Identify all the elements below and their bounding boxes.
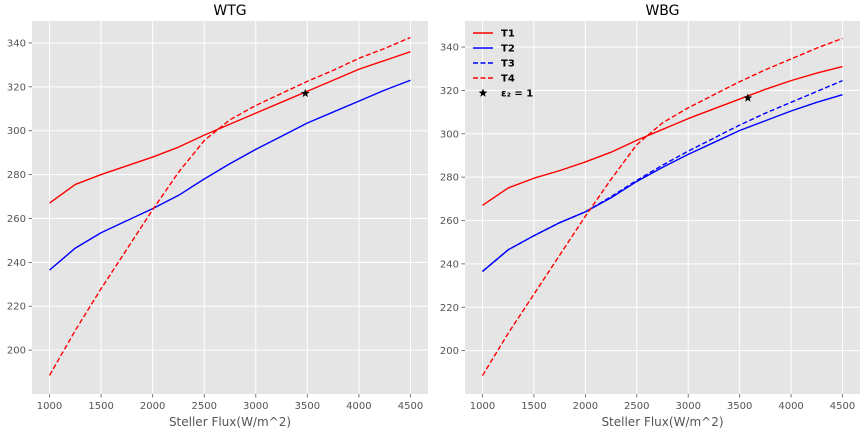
y-tick-label: 200 xyxy=(440,346,459,357)
x-axis-label: Steller Flux(W/m^2) xyxy=(601,415,723,429)
y-tick-label: 240 xyxy=(440,259,459,270)
legend-label: T2 xyxy=(501,44,515,55)
y-tick-label: 300 xyxy=(7,126,26,137)
y-tick-label: 240 xyxy=(7,258,26,269)
x-tick-label: 3000 xyxy=(243,401,268,412)
series-line-t2 xyxy=(482,94,843,273)
star-marker xyxy=(743,93,753,102)
x-tick-label: 1500 xyxy=(521,401,546,412)
y-tick-label: 280 xyxy=(440,173,459,184)
legend: T1 T2 T3 T4 ε₂ = 1 xyxy=(473,29,533,100)
legend-label: T3 xyxy=(501,59,515,70)
series-line-t4 xyxy=(48,36,411,376)
x-tick-label: 3500 xyxy=(727,401,752,412)
y-tick-label: 300 xyxy=(440,129,459,140)
x-tick-label: 4000 xyxy=(778,401,803,412)
y-tick-label: 260 xyxy=(7,214,26,225)
series-line-t2 xyxy=(49,79,411,271)
y-tick-label: 280 xyxy=(7,170,26,181)
x-tick-label: 2500 xyxy=(191,401,216,412)
y-tick-label: 200 xyxy=(7,346,26,357)
y-tick-label: 320 xyxy=(7,82,26,93)
legend-label: T4 xyxy=(501,74,515,85)
chart-title: WTG xyxy=(213,3,246,19)
x-tick-label: 2000 xyxy=(140,401,165,412)
y-tick-label: 260 xyxy=(440,216,459,227)
x-tick-label: 2500 xyxy=(624,401,649,412)
panel-wtg: 1000 1500 2000 2500 3000 3500 4000 4500 200 220 24… xyxy=(7,3,428,429)
y-tick-label: 340 xyxy=(440,43,459,54)
x-tick-label: 3500 xyxy=(295,401,320,412)
series-line-t4 xyxy=(481,37,843,376)
legend-label: ε₂ = 1 xyxy=(501,89,533,100)
x-tick-label: 4000 xyxy=(346,401,371,412)
x-axis-label: Steller Flux(W/m^2) xyxy=(169,415,291,429)
x-tick-label: 1000 xyxy=(470,401,495,412)
y-tick-label: 220 xyxy=(440,303,459,314)
x-tick-label: 1000 xyxy=(37,401,62,412)
x-tick-label: 4500 xyxy=(398,401,423,412)
y-tick-label: 220 xyxy=(7,302,26,313)
y-tick-label: 340 xyxy=(7,38,26,49)
x-tick-label: 4500 xyxy=(830,401,855,412)
x-tick-label: 2000 xyxy=(573,401,598,412)
legend-label: T1 xyxy=(501,29,515,40)
chart-title: WBG xyxy=(645,3,679,19)
plot-background xyxy=(32,21,428,394)
legend-star-marker xyxy=(478,88,488,97)
y-tick-label: 320 xyxy=(440,86,459,97)
star-marker xyxy=(300,88,310,98)
x-tick-label: 3000 xyxy=(675,401,700,412)
x-tick-label: 1500 xyxy=(88,401,113,412)
series-line-t1 xyxy=(482,65,843,206)
plot-background xyxy=(465,21,860,394)
series-line-t1 xyxy=(49,51,411,204)
panel-wbg: 1000 1500 2000 2500 3000 3500 4000 4500 200 220 24… xyxy=(440,3,860,429)
